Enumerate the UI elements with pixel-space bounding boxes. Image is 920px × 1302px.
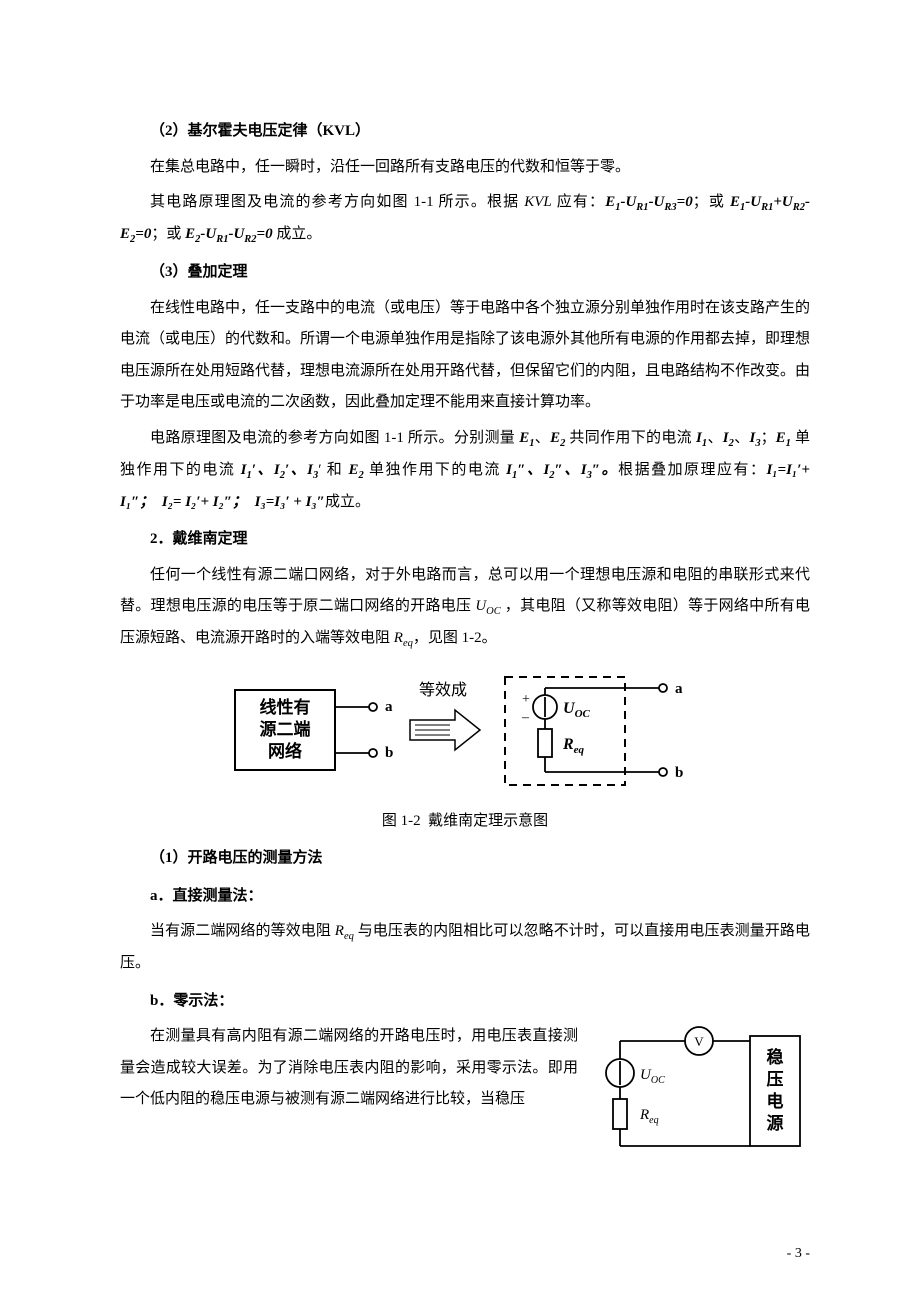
text: 电路原理图及电流的参考方向如图 1-1 所示。分别测量 <box>150 430 519 446</box>
plus-label: + <box>522 692 530 707</box>
box-l4: 源 <box>767 1113 784 1133</box>
sym: E1 <box>776 430 791 446</box>
terminal-a-label: a <box>385 699 393 715</box>
req-symbol: Req <box>394 630 413 646</box>
sym: I3 <box>750 430 761 446</box>
sym: I3 <box>307 462 318 478</box>
sym: E1 <box>519 430 534 446</box>
uoc-label: UOC <box>563 700 591 720</box>
sym: I1 <box>506 462 517 478</box>
zero-method-block: V UOC Req 稳 压 电 源 在测量具有高内阻有源二端网络的开路电压时，用… <box>120 1021 810 1166</box>
equation-1: E1-UR1-UR3=0 <box>605 194 693 210</box>
text: ；或 <box>693 194 730 210</box>
text: 成立。 <box>273 226 322 242</box>
terminal-b-label: b <box>385 745 393 761</box>
arrow-label: 等效成 <box>419 681 467 699</box>
equation-3: E2-UR1-UR2=0 <box>185 226 273 242</box>
heading-direct-method: a．直接测量法： <box>120 881 810 913</box>
text: 应有： <box>552 194 605 210</box>
kvl-text: KVL <box>524 194 552 210</box>
sym: I1 <box>241 462 252 478</box>
paragraph-thevenin: 任何一个线性有源二端口网络，对于外电路而言，总可以用一个理想电压源和电阻的串联形… <box>120 560 810 656</box>
sym: I2 <box>274 462 285 478</box>
sym: I1 <box>696 430 707 446</box>
zero-method-svg: V UOC Req 稳 压 电 源 <box>590 1021 810 1161</box>
box-l1: 稳 <box>767 1047 784 1067</box>
heading-superposition-text: （3）叠加定理 <box>150 264 248 280</box>
req-label: Req <box>562 736 585 756</box>
page: （2）基尔霍夫电压定律（KVL） 在集总电路中，任一瞬时，沿任一回路所有支路电压… <box>0 0 920 1302</box>
heading-zero-method: b．零示法： <box>120 986 810 1018</box>
left-box-line1: 线性有 <box>260 697 311 717</box>
figure-thevenin-diagram: 线性有 源二端 网络 a b 等效成 <box>120 665 810 835</box>
left-box-line3: 网络 <box>268 741 302 761</box>
voltmeter-label: V <box>694 1034 704 1049</box>
heading-thevenin: 2．戴维南定理 <box>120 524 810 556</box>
paragraph-direct-method: 当有源二端网络的等效电阻 Req 与电压表的内阻相比可以忽略不计时，可以直接用电… <box>120 916 810 980</box>
heading-thevenin-text: 2．戴维南定理 <box>150 531 248 547</box>
sym: I2 <box>543 462 554 478</box>
page-number: - 3 - <box>787 1246 810 1262</box>
figure-1-2-caption: 图 1-2 戴维南定理示意图 <box>120 808 810 835</box>
left-box-line2: 源二端 <box>260 719 311 739</box>
thevenin-svg: 线性有 源二端 网络 a b 等效成 <box>215 665 715 795</box>
sym: I2 <box>723 430 734 446</box>
heading-zero-method-text: b．零示法： <box>150 993 233 1009</box>
paragraph-kvl-2: 其电路原理图及电流的参考方向如图 1-1 所示。根据 KVL 应有：E1-UR1… <box>120 187 810 251</box>
text: 其电路原理图及电流的参考方向如图 1-1 所示。根据 <box>150 194 524 210</box>
req-label-2: Req <box>639 1107 659 1126</box>
paragraph-superposition-1: 在线性电路中，任一支路中的电流（或电压）等于电路中各个独立源分别单独作用时在该支… <box>120 293 810 419</box>
uoc-symbol: UOC <box>475 598 500 614</box>
right-a-label: a <box>675 681 683 697</box>
sym: E2 <box>349 462 364 478</box>
heading-kvl: （2）基尔霍夫电压定律（KVL） <box>120 116 810 148</box>
sym: I3 <box>581 462 592 478</box>
right-b-label: b <box>675 765 683 781</box>
heading-direct-method-text: a．直接测量法： <box>150 888 263 904</box>
sym: E2 <box>550 430 565 446</box>
figure-zero-method: V UOC Req 稳 压 电 源 <box>590 1021 810 1166</box>
paragraph-superposition-2: 电路原理图及电流的参考方向如图 1-1 所示。分别测量 E1、E2 共同作用下的… <box>120 423 810 519</box>
heading-open-voltage: （1）开路电压的测量方法 <box>120 843 810 875</box>
text: ；或 <box>151 226 185 242</box>
minus-label: – <box>521 710 530 725</box>
paragraph-kvl-1: 在集总电路中，任一瞬时，沿任一回路所有支路电压的代数和恒等于零。 <box>120 152 810 184</box>
uoc-label-2: UOC <box>640 1067 665 1086</box>
heading-open-voltage-text: （1）开路电压的测量方法 <box>150 850 323 866</box>
box-l3: 电 <box>767 1091 784 1111</box>
box-l2: 压 <box>767 1070 784 1089</box>
heading-kvl-text: （2）基尔霍夫电压定律（KVL） <box>150 123 370 139</box>
req-symbol: Req <box>335 923 354 939</box>
heading-superposition: （3）叠加定理 <box>120 257 810 289</box>
